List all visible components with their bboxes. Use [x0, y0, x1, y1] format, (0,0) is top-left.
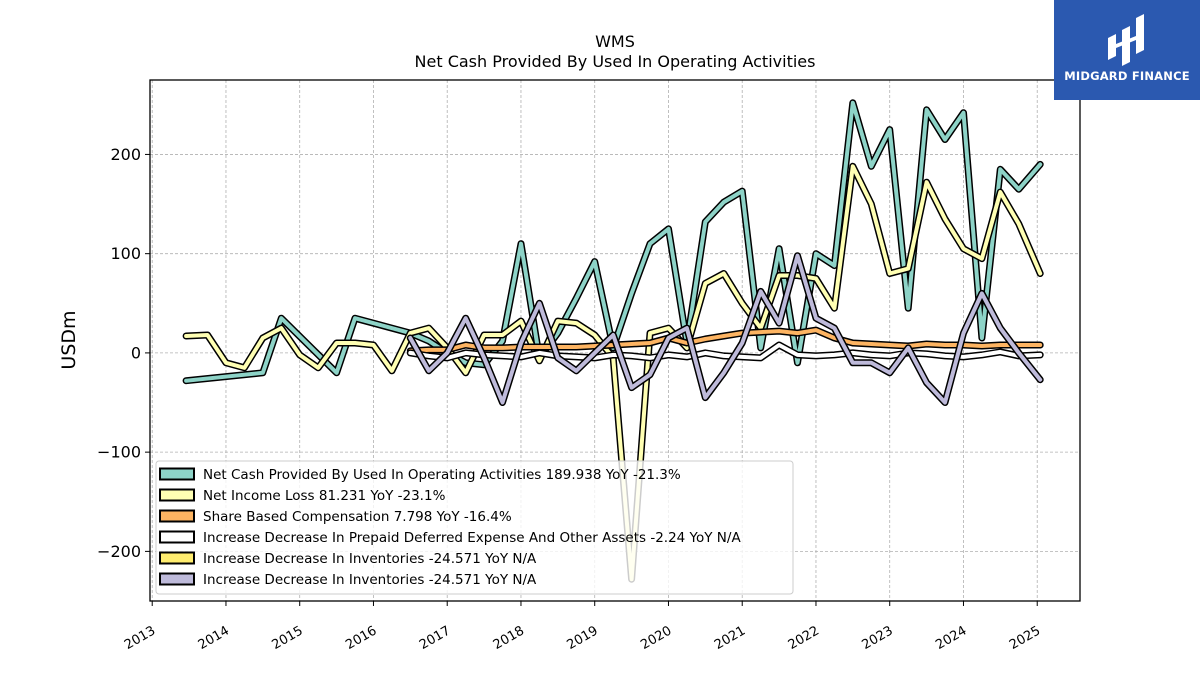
- series-lines: [182, 99, 1044, 583]
- x-tick-label: 2023: [860, 623, 896, 653]
- legend-swatch: [159, 551, 195, 565]
- logo-text: MIDGARD FINANCE: [1064, 69, 1190, 83]
- series-line-2: [408, 328, 1043, 353]
- legend-swatch: [159, 572, 195, 586]
- legend-swatch: [159, 488, 195, 502]
- x-tick-label: 2013: [122, 623, 158, 653]
- x-tick-label: 2019: [565, 623, 601, 653]
- y-tick-label: 100: [110, 244, 141, 263]
- x-tick-label: 2025: [1007, 623, 1043, 653]
- legend-label: Increase Decrease In Prepaid Deferred Ex…: [203, 530, 741, 546]
- legend-label: Increase Decrease In Inventories -24.571…: [203, 572, 537, 588]
- legend-label: Share Based Compensation 7.798 YoY -16.4…: [203, 509, 512, 525]
- series-line-5: [408, 253, 1043, 405]
- x-tick-label: 2015: [270, 623, 306, 653]
- x-tick-label: 2021: [712, 623, 748, 653]
- y-tick-label: −200: [97, 542, 141, 561]
- y-axis-label: USDm: [58, 310, 80, 369]
- legend-label: Increase Decrease In Inventories -24.571…: [203, 551, 537, 567]
- x-tick-label: 2014: [196, 623, 232, 653]
- x-tick-label: 2017: [417, 623, 453, 653]
- legend-swatch: [159, 467, 195, 481]
- y-tick-label: 0: [131, 343, 141, 362]
- logo-mark-icon: [1108, 14, 1144, 66]
- legend-label: Net Cash Provided By Used In Operating A…: [203, 467, 681, 483]
- x-tick-label: 2018: [491, 623, 527, 653]
- legend-swatch: [159, 530, 195, 544]
- legend-box: [155, 460, 794, 595]
- y-tick-label: −100: [97, 443, 141, 462]
- x-tick-label: 2024: [933, 623, 969, 653]
- midgard-finance-logo: MIDGARD FINANCE: [1054, 0, 1200, 100]
- x-tick-label: 2020: [638, 623, 674, 653]
- y-tick-label: 200: [110, 145, 141, 164]
- chart-subtitle: Net Cash Provided By Used In Operating A…: [415, 52, 816, 71]
- x-tick-label: 2022: [786, 623, 822, 653]
- plot-frame: [149, 79, 1081, 602]
- legend-label: Net Income Loss 81.231 YoY -23.1%: [203, 488, 446, 504]
- x-tick-label: 2016: [343, 623, 379, 653]
- legend: Net Cash Provided By Used In Operating A…: [155, 460, 794, 595]
- legend-swatch: [159, 509, 195, 523]
- chart-title: WMS: [595, 32, 635, 51]
